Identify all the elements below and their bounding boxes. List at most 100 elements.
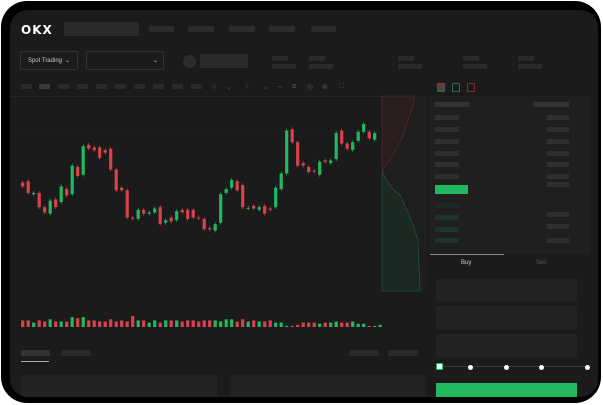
nav-item[interactable] [229, 26, 255, 32]
timeframe-button[interactable] [77, 84, 88, 89]
filter-button[interactable] [349, 350, 379, 356]
timeframe-button[interactable] [153, 84, 164, 89]
volume-bar [340, 322, 344, 327]
volume-bar [175, 320, 179, 327]
candle-body [186, 209, 190, 219]
volume-bar [246, 321, 250, 327]
volume-bar [345, 322, 349, 327]
volume-bar [230, 319, 234, 327]
candle-body [274, 187, 278, 208]
orderbook-both-icon[interactable] [437, 83, 445, 92]
timeframe-button[interactable] [21, 84, 32, 89]
volume-bar [334, 321, 338, 327]
timeframe-button[interactable] [172, 84, 183, 89]
buy-button[interactable] [436, 383, 577, 397]
volume-bar [87, 320, 91, 327]
spot-trading-label: Spot Trading [27, 57, 62, 64]
candle-body [334, 133, 338, 160]
okx-logo[interactable]: OKX [21, 23, 53, 37]
slider-mark-75[interactable] [539, 365, 544, 370]
orderbook-bids-icon[interactable] [452, 83, 460, 92]
price-input[interactable] [436, 279, 577, 301]
chevron-down-icon: ⌄ [65, 58, 71, 64]
brush-icon[interactable]: ∼ [277, 84, 283, 91]
volume-bar [21, 320, 25, 327]
depth-chart [381, 95, 428, 292]
timeframe-button[interactable] [96, 84, 107, 89]
timeframe-button[interactable] [115, 84, 126, 89]
ask-amount [547, 139, 569, 144]
slider-mark-100[interactable] [585, 365, 590, 370]
tab-order-history[interactable] [61, 350, 91, 356]
line-icon[interactable]: ⊦ [246, 84, 250, 91]
slider-handle[interactable] [436, 363, 443, 370]
volume-bar [213, 320, 217, 327]
total-input[interactable] [436, 334, 577, 357]
stat-value [309, 64, 333, 69]
timeframe-button[interactable] [58, 84, 69, 89]
candle-body [340, 130, 344, 144]
volume-bar [153, 320, 157, 327]
slider-mark-50[interactable] [504, 365, 509, 370]
volume-bar [48, 319, 52, 327]
volume-bar [235, 321, 239, 327]
volume-bar [76, 318, 80, 327]
amount-input[interactable] [436, 306, 577, 329]
tab-open-orders[interactable] [21, 350, 50, 356]
filter-button[interactable] [388, 350, 418, 356]
timeframe-button[interactable] [39, 84, 50, 89]
volume-bar [197, 321, 201, 327]
amount-slider[interactable] [440, 366, 590, 367]
bid-price [435, 227, 459, 232]
volume-bar [268, 320, 272, 327]
candle-body [120, 187, 124, 191]
nav-item[interactable] [311, 26, 336, 32]
spot-trading-dropdown[interactable]: Spot Trading ⌄ [20, 51, 78, 70]
stat-value [398, 64, 422, 69]
slider-mark-25[interactable] [468, 365, 473, 370]
ask-price [435, 174, 459, 179]
volume-bar [147, 322, 151, 327]
crosshair-icon[interactable]: ⊹ [211, 84, 217, 91]
orderbook-asks-icon[interactable] [467, 83, 475, 92]
candle-body [257, 207, 261, 210]
stat-value [518, 64, 542, 69]
ask-amount [547, 151, 569, 156]
volume-bar [323, 322, 327, 327]
candle-body [312, 170, 316, 172]
ruler-icon[interactable]: ⧄ [292, 83, 297, 90]
volume-bar [180, 321, 184, 327]
candle-body [98, 147, 102, 158]
candle-body [219, 194, 223, 223]
settings-icon[interactable]: ⊛ [322, 84, 328, 91]
timeframe-button[interactable] [134, 84, 145, 89]
candlestick-chart[interactable] [10, 10, 598, 397]
candle-body [48, 200, 52, 214]
candle-body [290, 129, 294, 143]
bottom-panel-right [230, 375, 426, 397]
nav-item[interactable] [188, 26, 214, 32]
volume-bar [296, 324, 300, 327]
candle-body [153, 208, 157, 213]
candle-body [125, 190, 129, 218]
candle-body [114, 169, 118, 191]
tab-buy[interactable]: Buy [461, 260, 472, 266]
tab-sell[interactable]: Sell [536, 260, 547, 266]
volume-bar [54, 321, 58, 327]
candle-body [241, 185, 245, 208]
chevron-down-icon[interactable]: ⌄ [226, 84, 232, 91]
ask-price [435, 115, 459, 120]
pair-dropdown[interactable]: ⌄ [86, 51, 164, 70]
timeframe-button[interactable] [191, 84, 202, 89]
volume-bar [131, 316, 135, 327]
camera-icon[interactable]: ◎ [307, 84, 314, 91]
search-bar[interactable] [64, 22, 139, 36]
nav-item[interactable] [149, 26, 174, 32]
volume-bar [373, 325, 377, 327]
chevron-down-icon[interactable]: ⌄ [263, 84, 269, 91]
fullscreen-icon[interactable]: ⛶ [339, 83, 344, 90]
candle-body [307, 166, 311, 173]
chevron-down-icon: ⌄ [152, 58, 158, 64]
volume-bar [285, 325, 289, 327]
nav-item[interactable] [269, 26, 295, 32]
